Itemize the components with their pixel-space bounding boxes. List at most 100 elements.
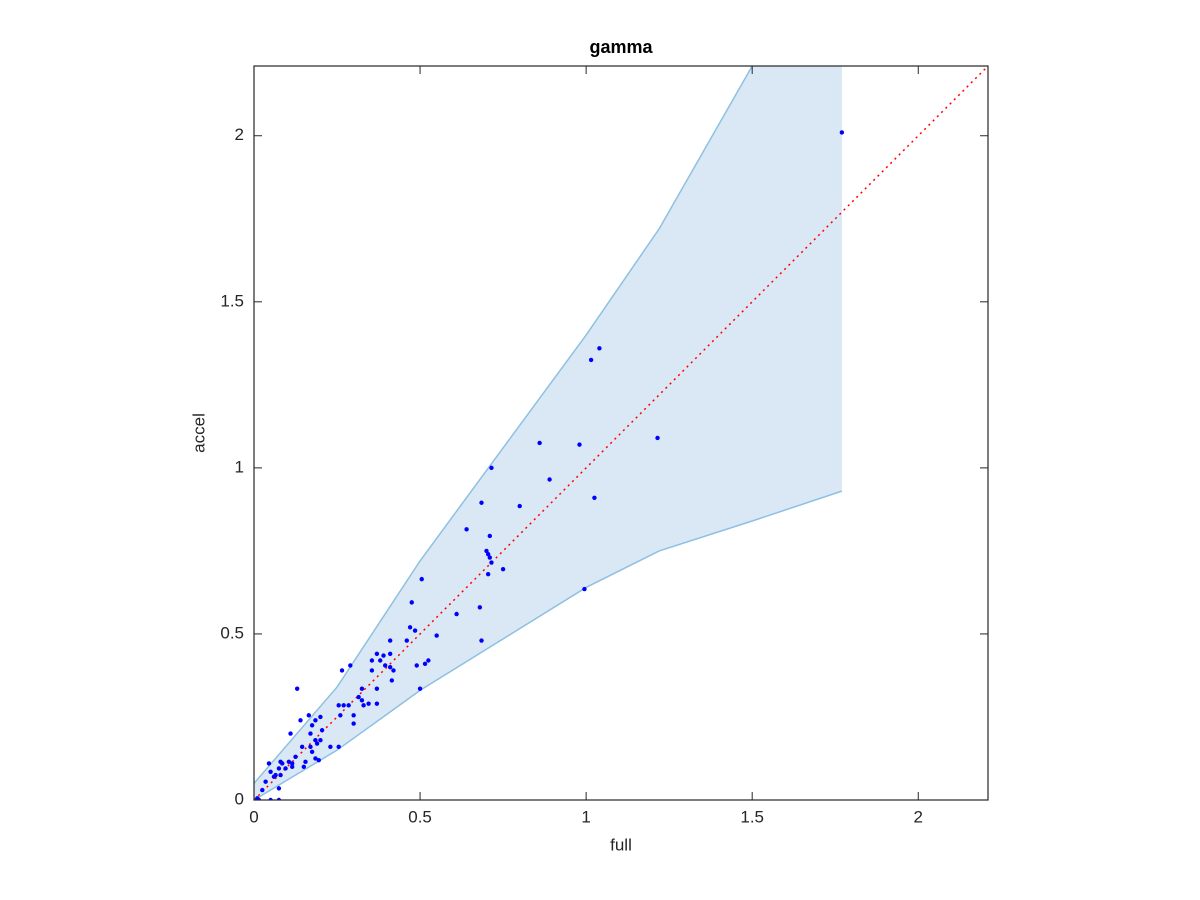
data-point (276, 766, 282, 771)
data-point (288, 731, 293, 736)
data-point (577, 442, 582, 447)
data-point (517, 503, 522, 509)
data-point (369, 668, 375, 673)
data-point (417, 686, 423, 691)
band-area (254, 66, 842, 800)
data-point (374, 686, 380, 691)
data-point (313, 738, 318, 743)
data-point (346, 703, 351, 708)
data-point (387, 651, 393, 657)
data-point (336, 744, 341, 750)
data-point (309, 723, 315, 728)
data-point (309, 749, 315, 755)
chart-title: gamma (589, 37, 653, 57)
data-point (268, 769, 273, 774)
data-point (381, 653, 386, 658)
data-point (298, 718, 303, 723)
x-tick-label: 0 (249, 807, 258, 826)
data-point (313, 756, 318, 761)
data-point (361, 703, 366, 708)
x-tick-label: 0.5 (408, 807, 432, 826)
data-point (487, 555, 493, 560)
data-point (351, 713, 356, 718)
y-tick-label: 0.5 (220, 623, 244, 642)
data-point (426, 658, 431, 663)
band-upper-edge (254, 66, 754, 784)
data-point (336, 703, 341, 708)
data-point (582, 586, 587, 592)
data-point (278, 772, 283, 778)
data-point (316, 757, 321, 763)
data-point (299, 744, 305, 750)
data-point (485, 571, 491, 577)
data-point (339, 668, 345, 673)
data-point (318, 714, 323, 720)
data-point (306, 713, 312, 718)
data-point (387, 664, 393, 670)
data-point (319, 728, 325, 733)
x-axis-label: full (610, 835, 632, 854)
data-point (303, 759, 308, 765)
data-point (839, 130, 845, 135)
data-point (422, 661, 428, 667)
data-point (374, 701, 380, 706)
data-point (348, 663, 353, 668)
data-point (294, 686, 300, 691)
data-point (313, 718, 318, 723)
y-tick-label: 1.5 (220, 291, 244, 310)
x-tick-label: 1 (581, 807, 590, 826)
data-point (407, 625, 413, 630)
data-point (597, 346, 602, 351)
data-point (276, 786, 282, 791)
data-point (341, 703, 346, 708)
data-point (500, 566, 506, 572)
data-point (454, 611, 459, 617)
data-point (263, 779, 268, 784)
data-point (404, 638, 409, 643)
data-point (419, 576, 424, 582)
data-point (588, 357, 594, 363)
data-point (489, 560, 494, 565)
data-point (387, 638, 393, 643)
data-point (389, 678, 395, 683)
y-tick-label: 0 (235, 789, 244, 808)
band-lower-edge (254, 490, 843, 800)
data-point (655, 435, 660, 441)
data-point (266, 761, 272, 766)
data-point (318, 738, 323, 743)
data-point (366, 701, 371, 706)
data-point (382, 663, 388, 668)
data-point (280, 761, 285, 766)
data-point (289, 764, 295, 769)
x-tick-label: 1.5 (740, 807, 764, 826)
data-point (477, 605, 483, 610)
data-point (434, 633, 439, 638)
data-point (356, 694, 361, 700)
data-point (374, 651, 380, 657)
data-point (328, 744, 333, 750)
y-axis-label: accel (189, 413, 208, 453)
data-point (409, 600, 414, 605)
data-point (308, 744, 313, 750)
data-point (314, 741, 320, 746)
data-point (359, 698, 365, 703)
x-tick-label: 2 (914, 807, 923, 826)
data-point (479, 638, 484, 643)
data-point (537, 440, 542, 446)
data-point (293, 754, 298, 760)
data-point (271, 774, 277, 779)
data-point (414, 663, 419, 668)
plot-area (254, 66, 988, 800)
data-point (308, 731, 313, 736)
data-point (378, 658, 383, 663)
data-point (391, 668, 396, 673)
data-point (351, 721, 356, 726)
data-point (260, 787, 265, 793)
data-point (359, 686, 365, 691)
data-point (369, 658, 375, 663)
data-point (301, 764, 307, 769)
data-point (487, 533, 493, 539)
data-point (338, 713, 343, 718)
data-point (464, 527, 469, 532)
